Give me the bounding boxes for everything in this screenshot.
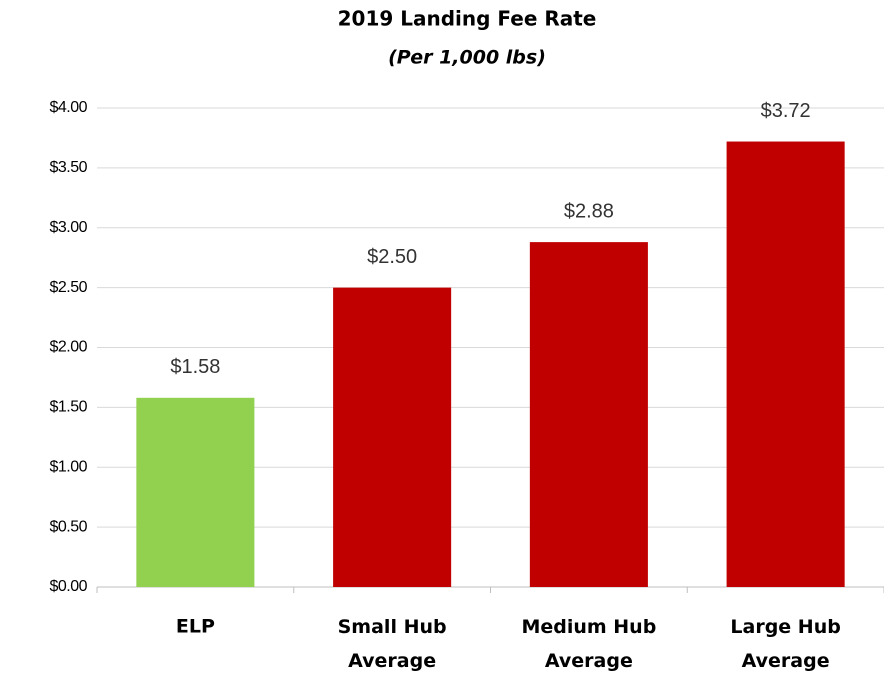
bar <box>136 397 255 587</box>
x-tick-label: Medium Hub Average <box>521 616 656 672</box>
x-tick-label: Large Hub Average <box>730 616 840 672</box>
bar <box>529 242 648 587</box>
y-tick-label: $1.00 <box>49 458 87 475</box>
x-tick-label: Small Hub Average <box>338 616 447 672</box>
value-label: $3.72 <box>761 100 811 122</box>
y-tick-label: $2.50 <box>49 279 87 296</box>
value-label: $1.58 <box>170 356 220 378</box>
x-tick-label: ELP <box>176 616 215 638</box>
y-tick-label: $3.00 <box>49 219 87 236</box>
value-label: $2.50 <box>367 246 417 268</box>
value-label: $2.88 <box>564 200 614 222</box>
chart-subtitle: (Per 1,000 lbs) <box>388 47 546 69</box>
y-tick-label: $0.00 <box>49 578 87 595</box>
y-tick-label: $3.50 <box>49 159 87 176</box>
bar <box>333 287 452 587</box>
chart-title: 2019 Landing Fee Rate <box>338 7 597 31</box>
y-tick-label: $1.50 <box>49 399 87 416</box>
y-tick-label: $0.50 <box>49 518 87 535</box>
bar <box>726 141 845 587</box>
y-tick-label: $2.00 <box>49 339 87 356</box>
y-tick-label: $4.00 <box>49 99 87 116</box>
